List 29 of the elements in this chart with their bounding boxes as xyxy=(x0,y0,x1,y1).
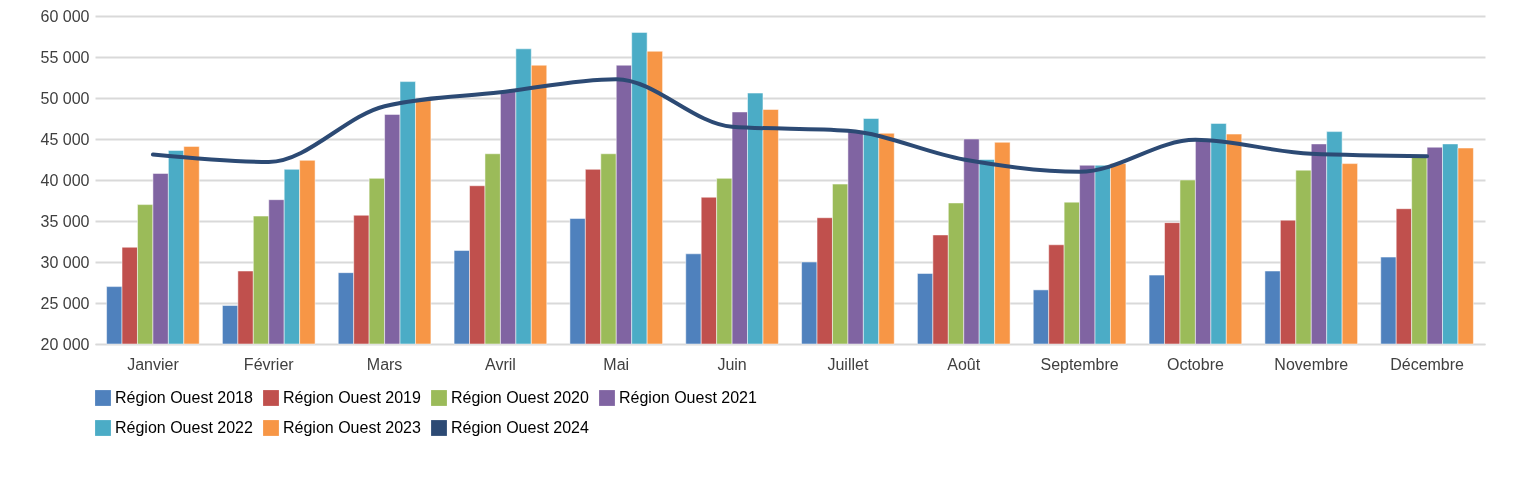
legend-label: Région Ouest 2020 xyxy=(451,389,589,406)
x-tick-label: Avril xyxy=(485,355,516,373)
y-tick-label: 20 000 xyxy=(40,335,90,353)
x-tick-label: Octobre xyxy=(1166,355,1224,373)
y-tick-label: 45 000 xyxy=(40,130,90,148)
y-tick-label: 40 000 xyxy=(40,171,90,189)
y-tick-label: 55 000 xyxy=(40,48,90,66)
x-tick-label: Février xyxy=(243,355,295,373)
y-tick-label: 60 000 xyxy=(40,7,90,25)
line-series xyxy=(150,77,1430,174)
legend-label: Région Ouest 2021 xyxy=(619,389,757,406)
x-tick-label: Novembre xyxy=(1274,355,1349,373)
y-tick-label: 25 000 xyxy=(40,294,90,312)
legend-label: Région Ouest 2019 xyxy=(283,389,421,406)
x-tick-label: Août xyxy=(947,355,981,373)
x-tick-label: Juillet xyxy=(827,355,869,373)
x-tick-label: Septembre xyxy=(1040,355,1119,373)
x-tick-label: Mars xyxy=(366,355,403,373)
y-tick-label: 50 000 xyxy=(40,89,90,107)
legend-label: Région Ouest 2018 xyxy=(115,389,253,406)
x-tick-label: Janvier xyxy=(127,355,180,373)
y-tick-label: 35 000 xyxy=(40,212,90,230)
x-tick-label: Mai xyxy=(603,355,630,373)
x-tick-label: Juin xyxy=(717,355,747,373)
legend-label: Région Ouest 2024 xyxy=(451,419,589,436)
legend-label: Région Ouest 2022 xyxy=(115,419,253,436)
legend-label: Région Ouest 2023 xyxy=(283,419,421,436)
y-tick-label: 30 000 xyxy=(40,253,90,271)
x-tick-label: Décembre xyxy=(1390,355,1465,373)
